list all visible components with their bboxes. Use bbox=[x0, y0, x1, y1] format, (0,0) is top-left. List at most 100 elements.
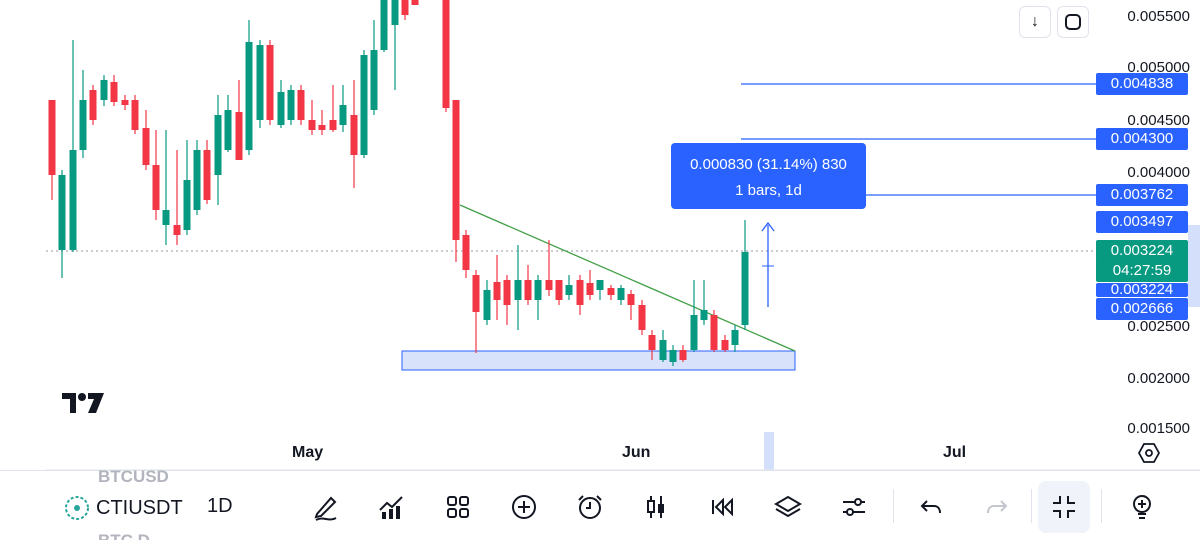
candle-body bbox=[224, 110, 232, 150]
symbol-selector[interactable]: CTIUSDT bbox=[64, 495, 183, 521]
draw-button[interactable] bbox=[306, 487, 346, 527]
candle-body bbox=[58, 175, 66, 250]
price-axis-label: 0.002000 bbox=[1127, 370, 1190, 387]
price-tag[interactable]: 0.003224 bbox=[1096, 283, 1188, 297]
undo-button[interactable] bbox=[911, 487, 951, 527]
candle-body bbox=[350, 115, 358, 155]
candle-body bbox=[700, 310, 708, 320]
layout-button[interactable] bbox=[438, 487, 478, 527]
price-axis-label: 0.005500 bbox=[1127, 8, 1190, 25]
replay-icon bbox=[712, 497, 733, 517]
candle-body bbox=[503, 280, 511, 305]
candle-body bbox=[545, 280, 553, 290]
candle-body bbox=[370, 50, 378, 110]
time-highlight bbox=[764, 432, 774, 470]
price-axis-label: 0.004500 bbox=[1127, 112, 1190, 129]
collapse-button[interactable] bbox=[1038, 481, 1090, 533]
candle-body bbox=[100, 80, 108, 100]
candle-body bbox=[131, 100, 139, 130]
measure-label[interactable]: 0.000830 (31.14%) 830 1 bars, 1d bbox=[671, 143, 866, 209]
layers-button[interactable] bbox=[768, 487, 808, 527]
candle-body bbox=[534, 280, 542, 300]
candle-body bbox=[173, 225, 181, 235]
candle-body bbox=[586, 283, 594, 295]
price-tag[interactable]: 0.004838 bbox=[1096, 73, 1188, 95]
candle-body bbox=[256, 45, 264, 120]
price-tag[interactable]: 0.003497 bbox=[1096, 211, 1188, 233]
last-price-tag: 0.003224 bbox=[1096, 240, 1188, 262]
candle-body bbox=[318, 125, 326, 130]
arrow-down-icon: ↓ bbox=[1031, 13, 1039, 30]
candle-body bbox=[721, 340, 729, 350]
chart-type-button[interactable] bbox=[636, 487, 676, 527]
symbol-suggestion[interactable]: BTCUSD bbox=[98, 467, 169, 486]
candles-group bbox=[48, 0, 749, 366]
candle-body bbox=[297, 90, 305, 120]
candle-body bbox=[638, 305, 646, 330]
candle-body bbox=[110, 82, 118, 102]
alarm-icon bbox=[578, 495, 602, 519]
trend-line[interactable] bbox=[459, 204, 796, 352]
price-axis-label: 0.004000 bbox=[1127, 164, 1190, 181]
measure-line-2: 1 bars, 1d bbox=[735, 182, 802, 199]
indicators-button[interactable] bbox=[372, 487, 412, 527]
candle-body bbox=[329, 120, 337, 130]
candle-body bbox=[596, 280, 604, 290]
candle-body bbox=[183, 180, 191, 230]
candle-body bbox=[391, 0, 399, 25]
candle-body bbox=[462, 235, 470, 270]
replay-button[interactable] bbox=[702, 487, 742, 527]
countdown-tag: 04:27:59 bbox=[1096, 260, 1188, 282]
plus-circle-icon bbox=[512, 495, 536, 519]
toolbar-divider bbox=[1101, 489, 1102, 523]
candle-body bbox=[152, 165, 160, 210]
download-button[interactable]: ↓ bbox=[1019, 6, 1051, 38]
symbol-suggestion[interactable]: BTC.D bbox=[98, 531, 150, 540]
settings-button[interactable] bbox=[834, 487, 874, 527]
price-tag[interactable]: 0.002666 bbox=[1096, 298, 1188, 320]
candle-body bbox=[193, 150, 201, 210]
layers-icon bbox=[774, 495, 802, 518]
candle-body bbox=[514, 280, 522, 300]
candle-body bbox=[617, 288, 625, 300]
candle-body bbox=[576, 280, 584, 305]
undo-icon bbox=[920, 500, 941, 514]
candle-body bbox=[203, 150, 211, 200]
pencil-icon bbox=[314, 496, 337, 521]
candle-body bbox=[607, 288, 615, 295]
candle-body bbox=[277, 92, 285, 125]
price-tag[interactable]: 0.003762 bbox=[1096, 184, 1188, 206]
interval-button[interactable]: 1D bbox=[207, 495, 233, 517]
ideas-button[interactable] bbox=[1122, 487, 1162, 527]
alert-button[interactable] bbox=[570, 487, 610, 527]
candle-body bbox=[710, 315, 718, 350]
candle-body bbox=[214, 115, 222, 175]
bottom-toolbar: BTCUSD BTC.D CTIUSDT 1D bbox=[0, 467, 1200, 540]
redo-button[interactable] bbox=[977, 487, 1017, 527]
candle-body bbox=[411, 0, 419, 5]
frame-icon bbox=[1065, 14, 1081, 30]
price-axis-label: 0.002500 bbox=[1127, 318, 1190, 335]
tradingview-logo bbox=[62, 393, 104, 413]
price-chart[interactable] bbox=[0, 0, 1200, 470]
price-tag[interactable]: 0.004300 bbox=[1096, 128, 1188, 150]
indicators-icon bbox=[379, 496, 403, 519]
hexagon-settings-icon[interactable] bbox=[1138, 443, 1160, 463]
grid-icon bbox=[447, 496, 469, 518]
candle-body bbox=[659, 340, 667, 360]
candle-body bbox=[339, 105, 347, 125]
candles-icon bbox=[647, 496, 664, 518]
fullscreen-button[interactable] bbox=[1057, 6, 1089, 38]
toolbar-divider bbox=[893, 489, 894, 523]
candle-body bbox=[679, 350, 687, 360]
add-button[interactable] bbox=[504, 487, 544, 527]
candle-body bbox=[308, 120, 316, 130]
candle-body bbox=[493, 282, 501, 300]
redo-icon bbox=[987, 500, 1008, 514]
support-zone[interactable] bbox=[401, 350, 796, 371]
toolbar-divider bbox=[1031, 489, 1032, 523]
candle-body bbox=[401, 0, 409, 15]
candle-body bbox=[266, 45, 274, 120]
candle-body bbox=[555, 280, 563, 300]
settings-sliders-icon bbox=[843, 498, 865, 516]
